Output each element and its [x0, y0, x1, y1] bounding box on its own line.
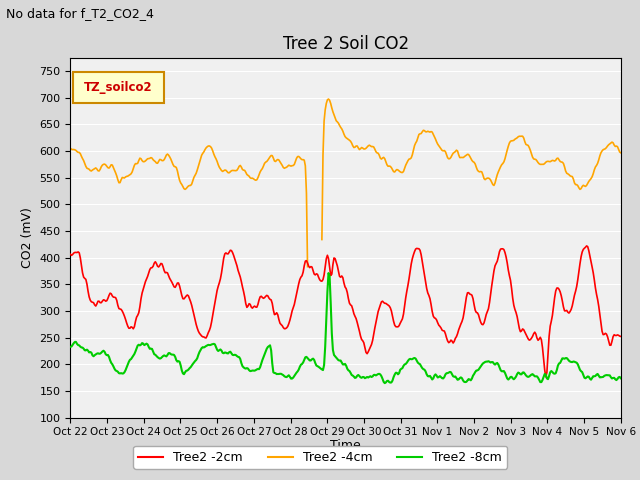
X-axis label: Time: Time: [330, 439, 361, 452]
Text: No data for f_T2_CO2_4: No data for f_T2_CO2_4: [6, 7, 154, 20]
Legend: Tree2 -2cm, Tree2 -4cm, Tree2 -8cm: Tree2 -2cm, Tree2 -4cm, Tree2 -8cm: [133, 446, 507, 469]
FancyBboxPatch shape: [73, 72, 164, 103]
Y-axis label: CO2 (mV): CO2 (mV): [21, 207, 34, 268]
Text: TZ_soilco2: TZ_soilco2: [84, 81, 152, 94]
Title: Tree 2 Soil CO2: Tree 2 Soil CO2: [282, 35, 409, 53]
